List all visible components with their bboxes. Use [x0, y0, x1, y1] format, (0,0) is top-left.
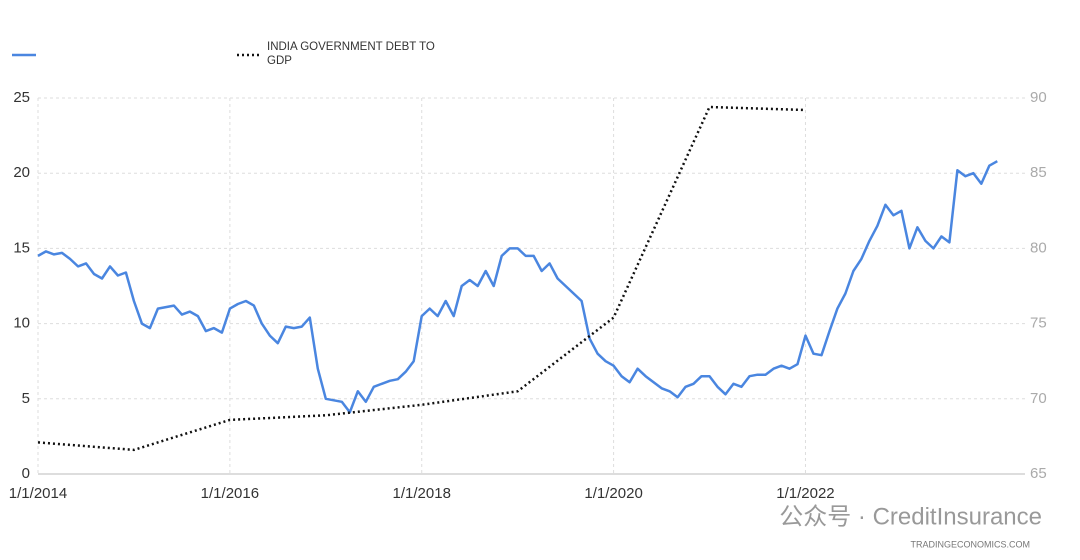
y-tick-label: 15	[13, 239, 30, 256]
y2-tick-label: 80	[1030, 239, 1047, 256]
y2-tick-label: 65	[1030, 465, 1047, 482]
legend-label: INDIA GOVERNMENT DEBT TO GDP	[267, 41, 435, 67]
y2-tick-label: 90	[1030, 89, 1047, 106]
source: TRADINGECONOMICS.COM	[910, 539, 1030, 549]
x-tick-label: 1/1/2016	[201, 485, 259, 502]
y2-tick-label: 75	[1030, 315, 1047, 332]
line-series	[37, 105, 806, 452]
y-tick-label: 5	[22, 390, 30, 407]
y-tick-label: 0	[22, 465, 30, 482]
y-tick-label: 20	[13, 164, 30, 181]
y2-tick-label: 85	[1030, 164, 1047, 181]
x-tick-label: 1/1/2022	[776, 485, 834, 502]
x-tick-label: 1/1/2014	[9, 485, 67, 502]
watermark: 公众号 · CreditInsurance	[779, 503, 1042, 530]
line-series	[37, 160, 998, 414]
y-tick-label: 25	[13, 89, 30, 106]
y2-tick-label: 70	[1030, 390, 1047, 407]
x-tick-label: 1/1/2018	[393, 485, 451, 502]
x-tick-label: 1/1/2020	[584, 485, 642, 502]
y-tick-label: 10	[13, 315, 30, 332]
